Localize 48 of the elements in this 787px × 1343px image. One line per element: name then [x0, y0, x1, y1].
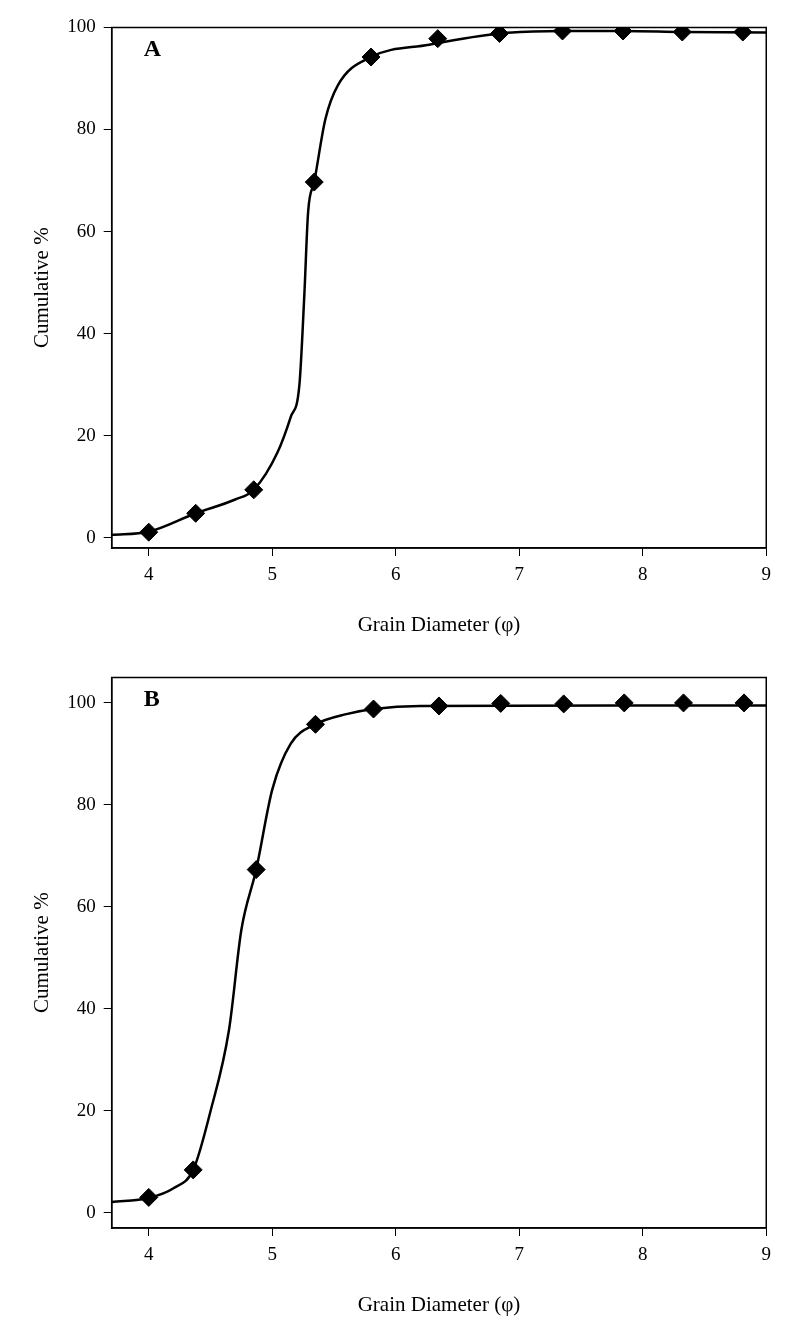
y-tick-label: 40: [76, 321, 96, 343]
y-tick-label: 0: [86, 525, 96, 547]
x-tick-label: 4: [144, 1243, 154, 1265]
annotation: B: [143, 684, 160, 711]
y-tick-label: 20: [76, 423, 96, 445]
y-tick-label: 60: [76, 894, 96, 916]
point: [428, 29, 448, 49]
y-axis-title: Cumulative %: [29, 892, 54, 1014]
x-tick-label: 7: [514, 563, 524, 585]
point: [491, 693, 511, 713]
point: [183, 1160, 203, 1180]
y-tick-label: 80: [76, 117, 96, 139]
x-axis-title: Grain Diameter (φ): [357, 611, 521, 636]
y-axis-title: Cumulative %: [29, 227, 54, 349]
x-tick-label: 9: [761, 563, 771, 585]
x-tick-label: 8: [638, 563, 648, 585]
point: [361, 47, 381, 67]
y-tick-label: 40: [76, 996, 96, 1018]
point: [429, 696, 449, 716]
point: [554, 694, 574, 714]
x-tick-label: 5: [267, 1243, 277, 1265]
point: [246, 860, 266, 880]
x-axis-title: Grain Diameter (φ): [357, 1291, 521, 1316]
point: [674, 693, 694, 713]
x-tick-label: 9: [761, 1243, 771, 1265]
point: [139, 522, 159, 542]
x-tick-label: 7: [514, 1243, 524, 1265]
y-tick-label: 0: [86, 1200, 96, 1222]
x-tick-label: 6: [391, 563, 401, 585]
point: [614, 693, 634, 713]
y-tick-label: 60: [76, 219, 96, 241]
y-tick-label: 100: [67, 15, 96, 37]
point: [364, 699, 384, 719]
x-tick-label: 4: [144, 563, 154, 585]
point: [139, 1187, 159, 1207]
y-tick-label: 80: [76, 792, 96, 814]
point: [304, 172, 324, 192]
point: [244, 480, 264, 500]
x-tick-label: 8: [638, 1243, 648, 1265]
y-tick-label: 100: [67, 690, 96, 712]
point: [489, 27, 509, 44]
point: [734, 693, 754, 713]
y-tick-label: 20: [76, 1098, 96, 1120]
point: [186, 503, 206, 523]
annotation: A: [143, 34, 162, 61]
point: [305, 714, 325, 734]
x-tick-label: 5: [267, 563, 277, 585]
x-tick-label: 6: [391, 1243, 401, 1265]
